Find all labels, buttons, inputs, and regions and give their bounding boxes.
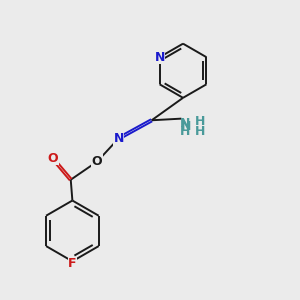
Text: H: H — [195, 125, 205, 138]
Text: N: N — [154, 51, 165, 64]
Text: H: H — [195, 115, 205, 128]
Text: N: N — [113, 132, 124, 145]
Text: H: H — [179, 125, 190, 138]
Text: N: N — [179, 117, 190, 130]
Text: O: O — [47, 152, 58, 165]
Text: O: O — [92, 155, 103, 168]
Text: F: F — [68, 257, 76, 270]
Text: N: N — [181, 120, 191, 133]
